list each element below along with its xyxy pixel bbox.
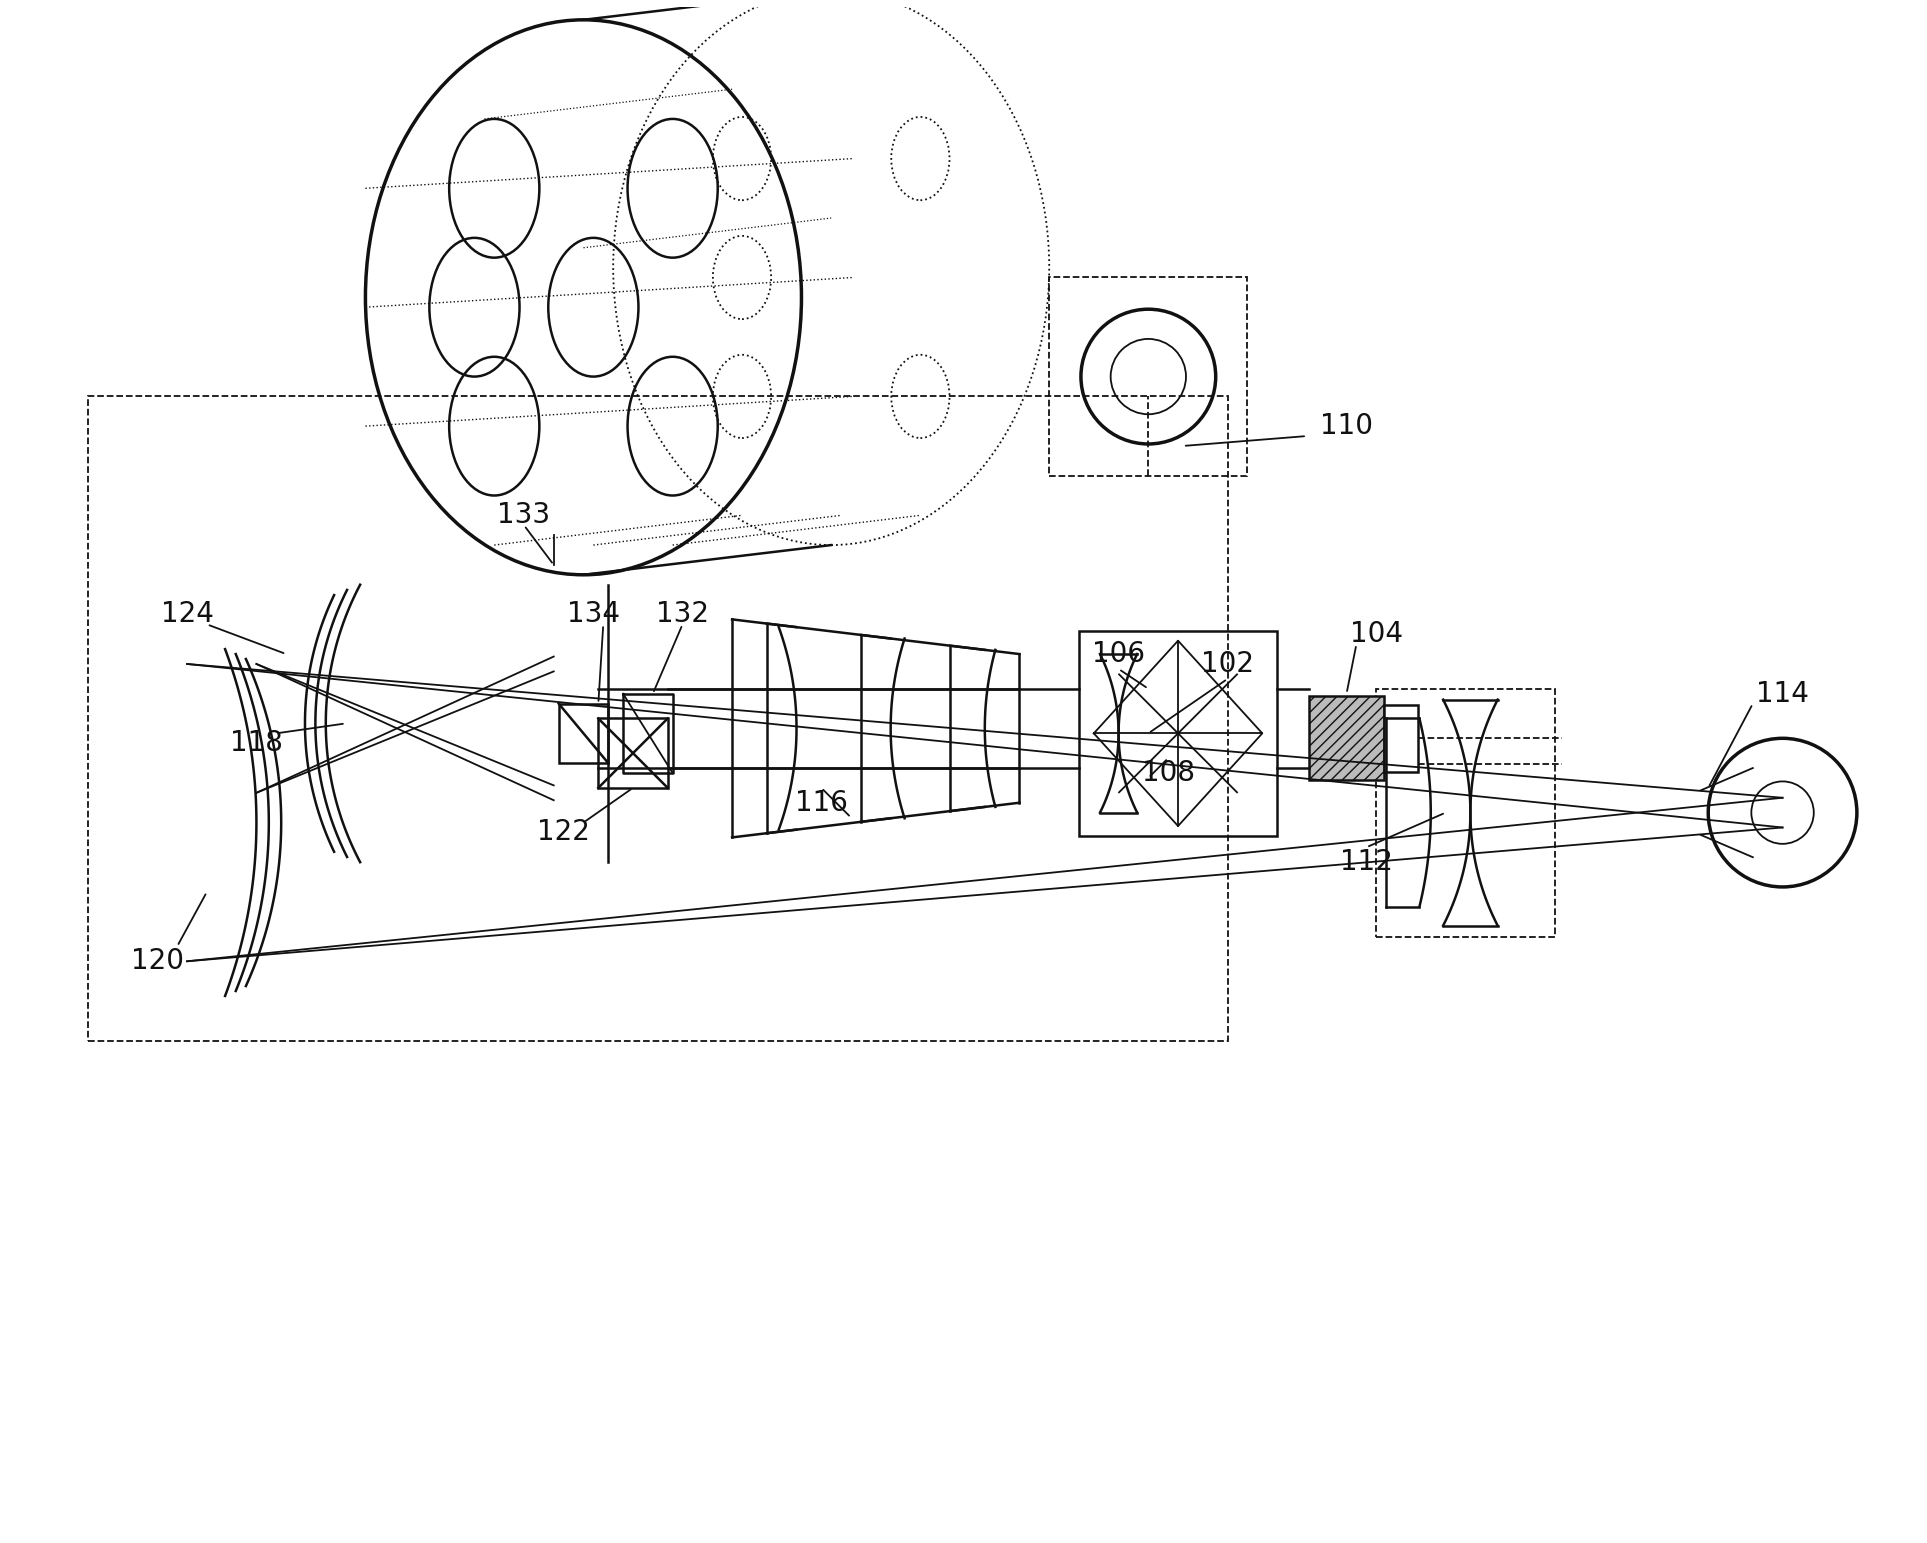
Bar [1079,631,1278,836]
Text: 133: 133 [497,501,551,529]
Bar [597,719,667,788]
Text: 108: 108 [1141,759,1195,787]
Text: 114: 114 [1755,680,1809,708]
Text: 102: 102 [1201,650,1254,677]
Text: 116: 116 [794,788,848,816]
Bar [1308,696,1384,781]
Bar [1048,278,1247,475]
Bar [559,704,609,764]
Text: 132: 132 [655,600,709,628]
Text: 104: 104 [1349,620,1403,648]
Text: 124: 124 [160,600,214,628]
Bar [89,397,1227,1040]
Text: 106: 106 [1093,640,1145,668]
Text: 134: 134 [567,600,620,628]
Text: 110: 110 [1320,412,1374,440]
Text: 118: 118 [229,730,283,758]
Bar [1384,705,1418,772]
Text: 122: 122 [538,818,590,847]
Text: 112: 112 [1339,849,1393,876]
Text: 120: 120 [131,947,183,975]
Bar [1376,688,1555,937]
